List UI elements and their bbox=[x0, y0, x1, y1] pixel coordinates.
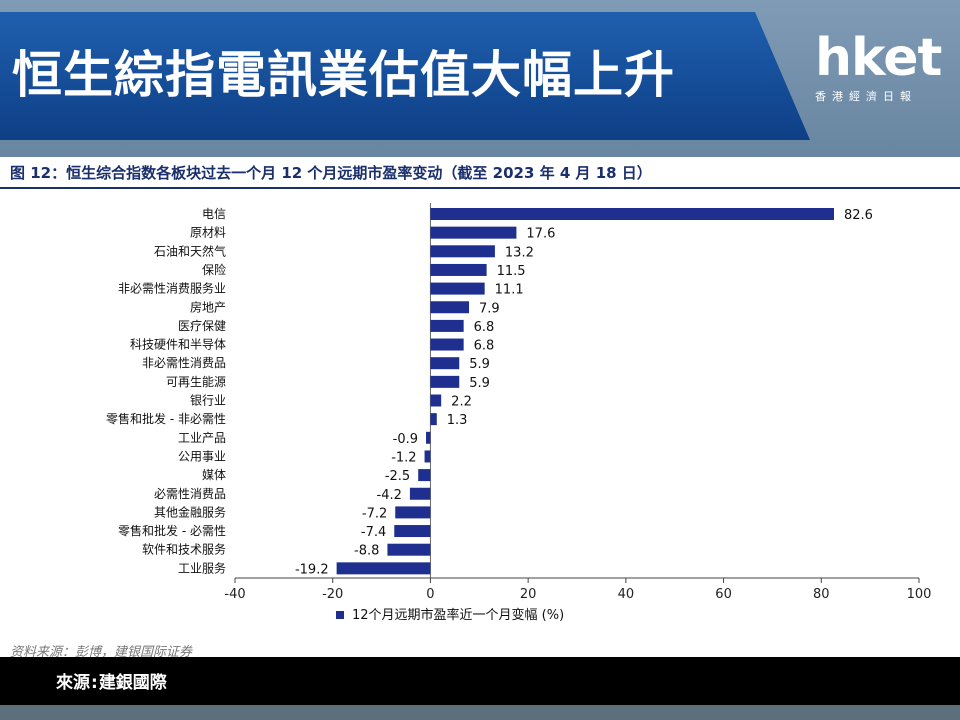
category-label-8: 科技硬件和半导体 bbox=[130, 338, 226, 352]
page-title: 恒生綜指電訊業估值大幅上升 bbox=[12, 46, 675, 104]
value-label-3: 13.2 bbox=[505, 245, 534, 260]
category-label-2: 原材料 bbox=[190, 226, 226, 240]
bar-17 bbox=[395, 506, 431, 519]
legend-swatch bbox=[336, 611, 344, 619]
category-label-17: 其他金融服务 bbox=[154, 504, 226, 519]
bar-13 bbox=[426, 431, 431, 444]
bar-5 bbox=[430, 282, 485, 295]
bar-6 bbox=[430, 301, 470, 314]
value-label-6: 7.9 bbox=[479, 301, 500, 316]
figure-title: 图 12：恒生综合指数各板块过去一个月 12 个月远期市盈率变动（截至 2023… bbox=[10, 164, 652, 182]
x-tick-label-3: 0 bbox=[426, 587, 434, 602]
bar-10 bbox=[430, 375, 460, 388]
value-label-9: 5.9 bbox=[469, 357, 490, 372]
value-label-15: -2.5 bbox=[385, 469, 410, 484]
bar-4 bbox=[430, 263, 487, 276]
bar-15 bbox=[418, 469, 431, 482]
value-label-7: 6.8 bbox=[474, 320, 495, 335]
chart-panel: 图 12：恒生综合指数各板块过去一个月 12 个月远期市盈率变动（截至 2023… bbox=[0, 157, 960, 660]
value-label-14: -1.2 bbox=[391, 450, 416, 465]
category-label-7: 医疗保健 bbox=[178, 319, 226, 333]
category-label-3: 石油和天然气 bbox=[154, 243, 226, 258]
hket-logo: hket 香港經濟日報 bbox=[815, 30, 950, 104]
source-value: 建銀國際 bbox=[98, 673, 167, 693]
value-label-8: 6.8 bbox=[474, 339, 495, 354]
bar-8 bbox=[430, 338, 464, 351]
category-label-11: 银行业 bbox=[190, 394, 226, 408]
x-tick-label-6: 60 bbox=[715, 587, 732, 602]
bar-18 bbox=[394, 525, 431, 538]
value-label-18: -7.4 bbox=[361, 525, 386, 540]
value-label-5: 11.1 bbox=[495, 283, 524, 298]
category-label-4: 保险 bbox=[202, 262, 226, 277]
category-label-16: 必需性消费品 bbox=[154, 487, 226, 501]
bar-3 bbox=[430, 245, 495, 258]
x-tick-label-7: 80 bbox=[813, 587, 830, 602]
source-separator: : bbox=[91, 673, 98, 693]
source-bar: 來源:建銀國際 bbox=[0, 657, 960, 705]
figure-source-note: 资料来源：彭博，建银国际证券 bbox=[10, 645, 193, 660]
bar-2 bbox=[430, 226, 517, 239]
value-label-2: 17.6 bbox=[526, 227, 555, 242]
bar-7 bbox=[430, 319, 464, 332]
x-tick-label-4: 20 bbox=[520, 587, 537, 602]
category-label-6: 房地产 bbox=[190, 299, 226, 314]
category-label-15: 媒体 bbox=[202, 468, 226, 482]
category-label-9: 非必需性消费品 bbox=[142, 356, 226, 370]
category-label-13: 工业产品 bbox=[178, 431, 226, 445]
category-label-19: 软件和技术服务 bbox=[142, 542, 226, 557]
logo-wordmark: hket bbox=[815, 28, 942, 88]
category-label-20: 工业服务 bbox=[178, 560, 226, 575]
value-label-10: 5.9 bbox=[469, 376, 490, 391]
value-label-12: 1.3 bbox=[447, 413, 468, 428]
x-tick-label-8: 100 bbox=[907, 587, 932, 602]
legend-label: 12个月远期市盈率近一个月变幅 (%) bbox=[352, 607, 564, 623]
bar-14 bbox=[424, 450, 431, 463]
bar-11 bbox=[430, 394, 442, 407]
category-label-5: 非必需性消费服务业 bbox=[118, 281, 226, 296]
bar-20 bbox=[336, 562, 431, 575]
figure-title-rule bbox=[0, 187, 960, 189]
value-label-19: -8.8 bbox=[354, 544, 379, 559]
x-tick-label-5: 40 bbox=[618, 587, 635, 602]
pe-change-bar-chart: 电信 82.6 原材料 17.6 石油和天然气 13.2 保险 11.5 非必需性消费服务业 11… bbox=[106, 203, 932, 623]
bar-12 bbox=[430, 413, 437, 426]
bar-9 bbox=[430, 357, 460, 370]
bar-1 bbox=[430, 208, 834, 220]
source-credit: 來源:建銀國際 bbox=[56, 668, 167, 693]
bar-19 bbox=[387, 543, 431, 556]
x-tick-label-2: -20 bbox=[322, 587, 343, 602]
logo-subtitle: 香港經濟日報 bbox=[815, 90, 917, 103]
category-label-12: 零售和批发 - 非必需性 bbox=[106, 411, 226, 426]
value-label-11: 2.2 bbox=[451, 395, 472, 410]
value-label-1: 82.6 bbox=[844, 208, 873, 223]
source-label: 來源 bbox=[56, 673, 90, 693]
category-label-14: 公用事业 bbox=[178, 449, 226, 463]
value-label-4: 11.5 bbox=[497, 264, 526, 279]
category-label-10: 可再生能源 bbox=[166, 375, 226, 389]
value-label-13: -0.9 bbox=[393, 432, 418, 447]
category-label-18: 零售和批发 - 必需性 bbox=[118, 523, 226, 538]
value-label-16: -4.2 bbox=[377, 488, 402, 503]
category-label-1: 电信 bbox=[202, 207, 226, 221]
value-label-17: -7.2 bbox=[362, 506, 387, 521]
x-tick-label-1: -40 bbox=[224, 587, 245, 602]
bar-16 bbox=[409, 487, 431, 500]
title-banner bbox=[0, 12, 810, 140]
value-label-20: -19.2 bbox=[295, 562, 329, 577]
